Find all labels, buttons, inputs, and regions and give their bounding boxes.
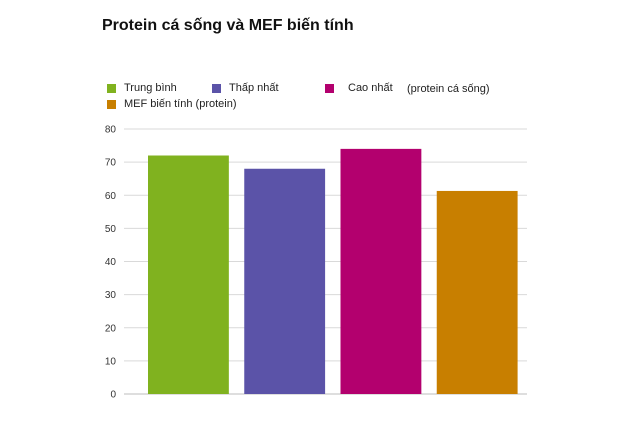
y-tick-label: 20 <box>105 323 117 334</box>
legend-item-average: Trung bình <box>107 82 177 94</box>
legend-label-average: Trung bình <box>124 82 177 94</box>
legend-swatch-average <box>107 83 116 93</box>
y-tick-label: 70 <box>105 158 117 169</box>
y-tick-label: 0 <box>110 390 116 401</box>
chart-title: Protein cá sống và MEF biến tính <box>102 17 354 34</box>
legend-swatch-mef <box>107 99 116 109</box>
legend-label-lowest: Thấp nhất <box>229 82 279 94</box>
bar-4 <box>436 190 518 394</box>
bar-3 <box>340 148 422 394</box>
legend-item-lowest: Thấp nhất <box>212 82 279 94</box>
legend-swatch-highest <box>325 83 334 93</box>
legend-item-highest: Cao nhất <box>325 82 393 94</box>
y-tick-label: 50 <box>105 224 117 235</box>
legend-swatch-lowest <box>212 83 221 93</box>
legend-item-mef: MEF biến tính (protein) <box>107 98 237 110</box>
legend-label-mef: MEF biến tính (protein) <box>124 98 237 110</box>
y-tick-label: 30 <box>105 290 117 301</box>
y-tick-label: 10 <box>105 356 117 367</box>
legend-label-highest: Cao nhất <box>348 82 393 94</box>
y-tick-label: 80 <box>105 125 117 136</box>
y-tick-label: 60 <box>105 191 117 202</box>
bar-1 <box>148 155 229 394</box>
bar-2 <box>244 168 326 394</box>
legend-note: (protein cá sống) <box>407 83 490 95</box>
y-tick-label: 40 <box>105 257 117 268</box>
